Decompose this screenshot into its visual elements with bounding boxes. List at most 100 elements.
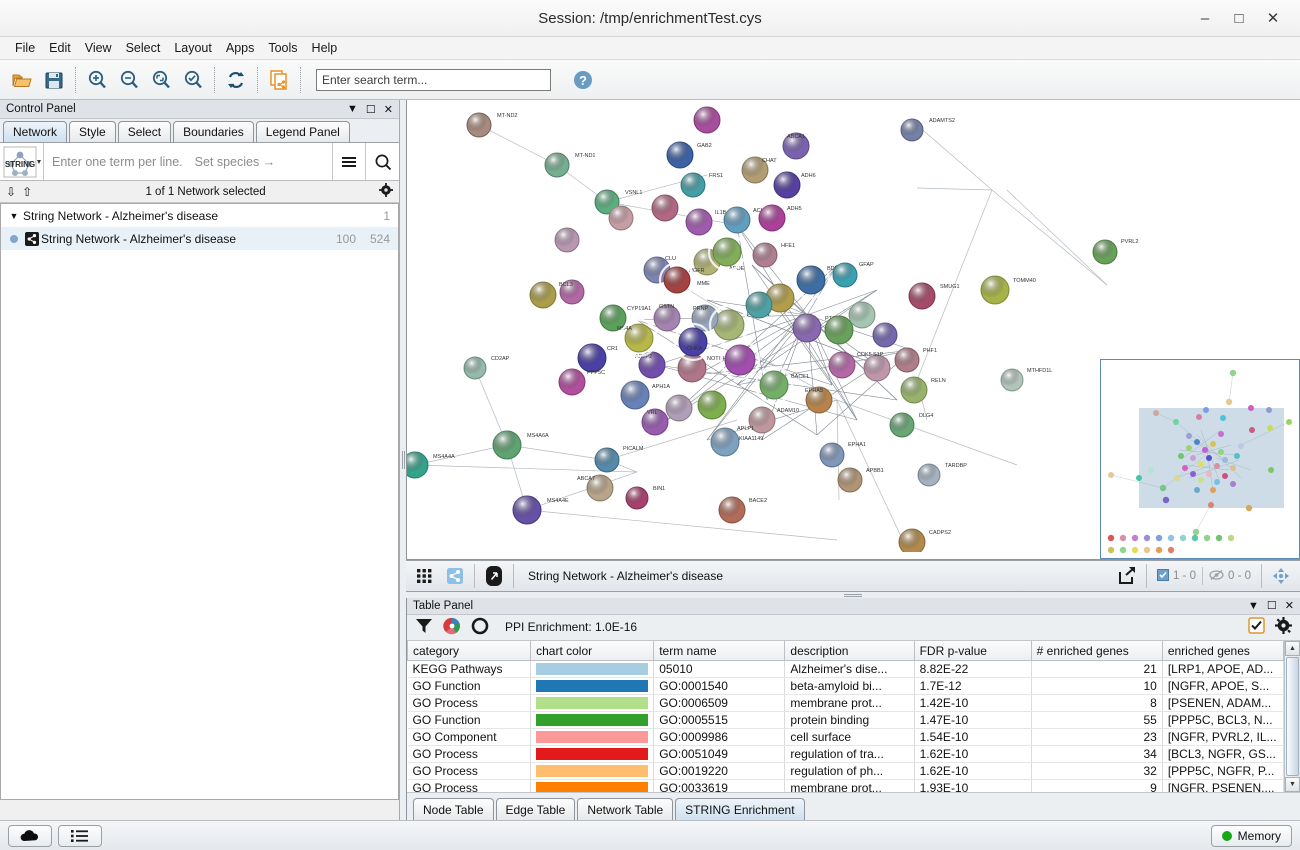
tree-row-network[interactable]: String Network - Alzheimer's disease 100…: [1, 227, 398, 250]
menu-edit[interactable]: Edit: [49, 41, 71, 55]
col-category[interactable]: category: [407, 640, 532, 662]
network-graph[interactable]: MT-ND2 MT-ND1 VSNL1 CD2AP: [407, 100, 1295, 552]
table-float-icon[interactable]: ☐: [1266, 600, 1277, 613]
col-term-name[interactable]: term name: [653, 640, 786, 662]
tab-select[interactable]: Select: [117, 121, 172, 142]
set-species-link[interactable]: Set species →: [194, 154, 276, 169]
table-row[interactable]: GO Process GO:0019220 regulation of ph..…: [407, 762, 1285, 781]
hidden-eye-icon[interactable]: [1209, 569, 1224, 584]
tree-row-root[interactable]: ▼ String Network - Alzheimer's disease 1: [1, 204, 398, 227]
zoom-out-icon[interactable]: [113, 64, 145, 96]
tab-network[interactable]: Network: [3, 121, 68, 142]
menu-tools[interactable]: Tools: [268, 41, 298, 55]
fit-content-icon[interactable]: [1266, 563, 1296, 589]
refresh-icon[interactable]: [220, 64, 252, 96]
open-folder-icon[interactable]: [6, 64, 38, 96]
zoom-fit-icon[interactable]: [145, 64, 177, 96]
color-swatch: [536, 680, 649, 693]
string-options-icon[interactable]: [333, 143, 366, 180]
window-controls: – □ ✕: [1188, 5, 1300, 31]
birds-eye-overview[interactable]: [1100, 359, 1300, 559]
hidden-nodes-count: 0 - 0: [1203, 569, 1257, 584]
minimize-icon[interactable]: –: [1200, 9, 1210, 27]
close-panel-icon[interactable]: ✕: [383, 103, 393, 116]
table-row[interactable]: GO Process GO:0033619 membrane prot... 1…: [407, 779, 1285, 792]
zoom-in-icon[interactable]: [81, 64, 113, 96]
tab-style[interactable]: Style: [69, 121, 116, 142]
tab-network-table[interactable]: Network Table: [577, 798, 674, 820]
collapse-all-icon[interactable]: ⇩: [6, 184, 17, 199]
chevron-down-icon[interactable]: ▼: [347, 103, 358, 115]
memory-status-button[interactable]: Memory: [1210, 824, 1292, 847]
tab-node-table[interactable]: Node Table: [413, 798, 494, 820]
maximize-icon[interactable]: □: [1234, 9, 1244, 27]
export-image-icon[interactable]: [1112, 563, 1142, 589]
table-row[interactable]: GO Component GO:0009986 cell surface 1.5…: [407, 728, 1285, 747]
zoom-selected-icon[interactable]: [177, 64, 209, 96]
collapse-caret-icon[interactable]: ▼: [9, 210, 19, 221]
scroll-down-arrow-icon[interactable]: ▼: [1285, 777, 1300, 792]
expand-all-icon[interactable]: ⇧: [22, 184, 33, 199]
menu-layout[interactable]: Layout: [174, 41, 212, 55]
float-panel-icon[interactable]: ☐: [365, 103, 376, 116]
expand-arrow-icon[interactable]: [479, 563, 509, 589]
tab-boundaries[interactable]: Boundaries: [173, 121, 254, 142]
svg-text:APOE: APOE: [729, 266, 745, 272]
col-description[interactable]: description: [784, 640, 915, 662]
color-wheel-icon[interactable]: [443, 617, 461, 638]
donut-chart-icon[interactable]: [471, 617, 489, 638]
settings-gear-icon[interactable]: [1275, 617, 1292, 637]
string-search-icon[interactable]: [366, 143, 399, 180]
menu-view[interactable]: View: [84, 41, 112, 55]
tab-edge-table[interactable]: Edge Table: [495, 798, 576, 820]
string-logo-icon[interactable]: STRING: [0, 143, 44, 180]
filter-icon[interactable]: [415, 617, 433, 638]
save-icon[interactable]: [38, 64, 70, 96]
netbar-separator: [474, 564, 475, 588]
network-view-canvas[interactable]: MT-ND2 MT-ND1 VSNL1 CD2AP: [406, 100, 1300, 560]
menu-apps[interactable]: Apps: [225, 41, 255, 55]
table-row[interactable]: GO Function GO:0005515 protein binding 1…: [407, 711, 1285, 730]
network-settings-gear-icon[interactable]: [379, 183, 393, 200]
cloud-icon[interactable]: [8, 824, 52, 847]
cell-category: GO Component: [407, 728, 532, 747]
menu-help[interactable]: Help: [311, 41, 338, 55]
col-fdr-pvalue[interactable]: FDR p-value: [913, 640, 1032, 662]
node-group: NGFR: [663, 266, 705, 294]
node-group: BDNF: [796, 265, 843, 295]
col-enriched-genes[interactable]: enriched genes: [1161, 640, 1285, 662]
export-network-icon[interactable]: [263, 64, 295, 96]
string-term-input[interactable]: Enter one term per line. Set species →: [44, 143, 333, 180]
menu-file[interactable]: File: [15, 41, 36, 55]
enrichment-table-wrapper[interactable]: category chart color term name descripti…: [407, 640, 1300, 792]
table-row[interactable]: GO Function GO:0001540 beta-amyloid bi..…: [407, 677, 1285, 696]
scroll-up-arrow-icon[interactable]: ▲: [1285, 640, 1300, 656]
table-close-icon[interactable]: ✕: [1284, 600, 1294, 613]
search-input[interactable]: [316, 68, 551, 91]
select-all-checkbox-icon[interactable]: [1248, 617, 1265, 637]
task-list-icon[interactable]: [58, 824, 102, 847]
node-group: CD2AP: [463, 356, 510, 380]
tab-string-enrichment[interactable]: STRING Enrichment: [675, 798, 805, 820]
close-icon[interactable]: ✕: [1266, 10, 1280, 27]
string-style-icon[interactable]: [440, 563, 470, 589]
table-row[interactable]: KEGG Pathways 05010 Alzheimer's dise... …: [407, 660, 1285, 679]
col-enriched-count[interactable]: # enriched genes: [1030, 640, 1163, 662]
selected-checkbox-icon[interactable]: [1156, 568, 1169, 584]
col-chart-color[interactable]: chart color: [530, 640, 655, 662]
scrollbar-thumb[interactable]: [1286, 656, 1299, 776]
horizontal-splitter[interactable]: [406, 592, 1300, 598]
table-row[interactable]: GO Process GO:0051049 regulation of tra.…: [407, 745, 1285, 764]
node-group: CR1: [577, 343, 618, 373]
grid-layout-icon[interactable]: [410, 563, 440, 589]
panel-vertical-splitter[interactable]: [400, 100, 406, 820]
network-status-dot-icon: [5, 234, 23, 244]
help-icon[interactable]: ?: [567, 64, 599, 96]
tree-network-label: String Network - Alzheimer's disease: [41, 231, 237, 246]
table-chevron-down-icon[interactable]: ▼: [1248, 599, 1259, 612]
menu-select[interactable]: Select: [125, 41, 161, 55]
table-row[interactable]: GO Process GO:0006509 membrane prot... 1…: [407, 694, 1285, 713]
status-bar: Memory: [0, 820, 1300, 850]
table-vertical-scrollbar[interactable]: ▲ ▼: [1284, 640, 1300, 792]
tab-legend-panel[interactable]: Legend Panel: [255, 121, 350, 142]
